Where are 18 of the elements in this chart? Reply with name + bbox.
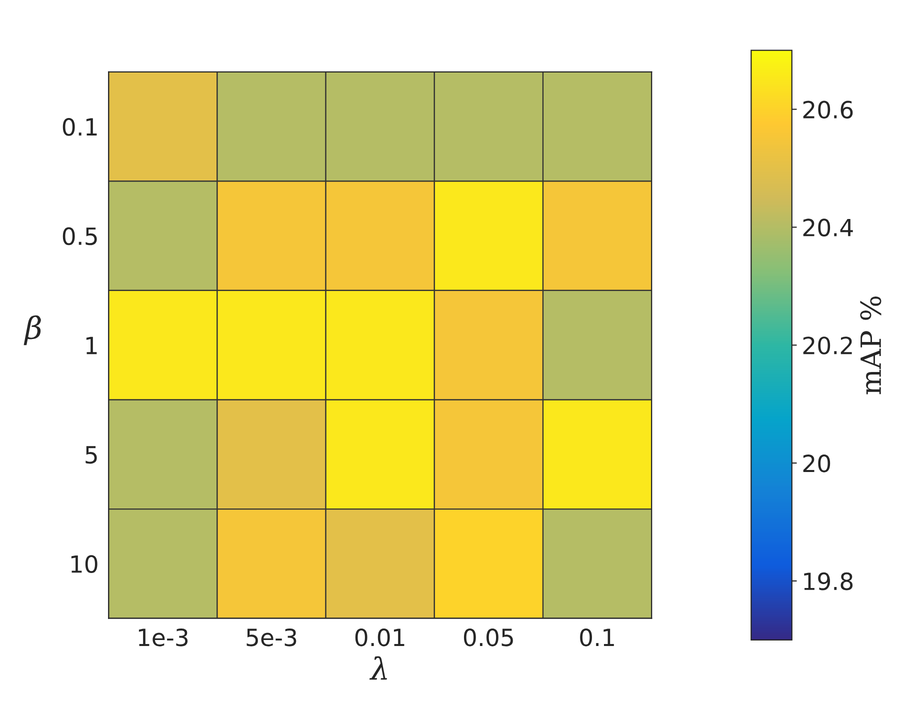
x-tick-label: 0.01 [355,628,404,646]
color-bar-label: 20.2 [803,336,852,354]
color-bar-title: mAP % [860,296,882,394]
x-tick-label: 0.1 [580,628,614,646]
y-tick-label: 0.5 [62,227,97,246]
x-axis-title: λ [369,656,387,680]
y-tick-label: 0.1 [62,118,97,136]
y-tick-label: 10 [71,555,98,573]
x-tick-label: 0.05 [464,628,513,646]
color-bar-label: 19.8 [804,572,853,590]
color-bar-label: 20.6 [803,100,853,119]
y-tick-label: 1 [86,336,97,354]
x-tick-label: 5e-3 [246,628,296,646]
y-tick-label: 5 [86,446,97,464]
x-tick-label: 1e-3 [138,628,188,646]
color-bar-label: 20 [803,454,830,472]
color-bar-label: 20.4 [803,218,853,237]
y-axis-title: β [24,315,41,346]
